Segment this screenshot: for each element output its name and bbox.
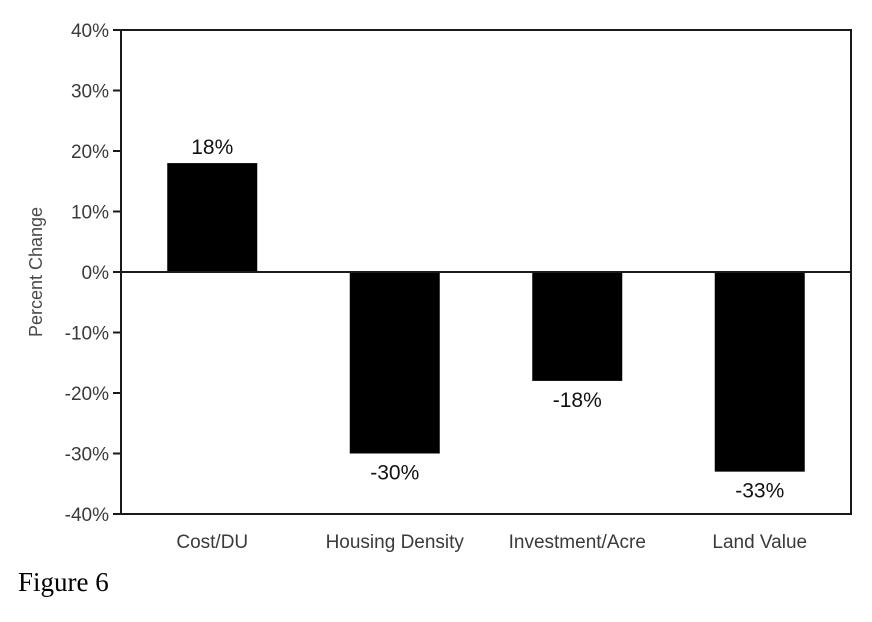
y-tick-label: -10% — [65, 324, 109, 345]
y-tick-label: -40% — [65, 505, 109, 526]
bar-value-label: 18% — [191, 136, 233, 159]
y-tick-label: 30% — [71, 82, 109, 103]
bar-value-label: -30% — [370, 462, 419, 485]
x-category-label: Housing Density — [326, 532, 465, 553]
bar — [167, 163, 258, 272]
y-tick-label: 0% — [82, 263, 110, 284]
bar-value-label: -18% — [553, 389, 602, 412]
figure-caption: Figure 6 — [18, 567, 109, 597]
y-tick-label: -20% — [65, 384, 109, 405]
bar — [532, 272, 623, 381]
y-tick-label: 40% — [71, 21, 109, 42]
bar-chart: 40% 30% 20% 10% 0% -10% -20% -30% -40% Percent Ch… — [26, 21, 852, 553]
x-category-label: Land Value — [712, 532, 807, 553]
x-category-label: Cost/DU — [176, 532, 248, 553]
plot-area: 40% 30% 20% 10% 0% -10% -20% -30% -40% Percent Ch… — [26, 21, 852, 553]
bar — [349, 272, 440, 454]
x-category-label: Investment/Acre — [509, 532, 646, 553]
bar — [714, 272, 805, 472]
y-axis-title: Percent Change — [26, 207, 46, 337]
y-tick-label: -30% — [65, 445, 109, 466]
bar-value-label: -33% — [735, 480, 784, 503]
y-tick-label: 10% — [71, 203, 109, 224]
y-tick-label: 20% — [71, 142, 109, 163]
